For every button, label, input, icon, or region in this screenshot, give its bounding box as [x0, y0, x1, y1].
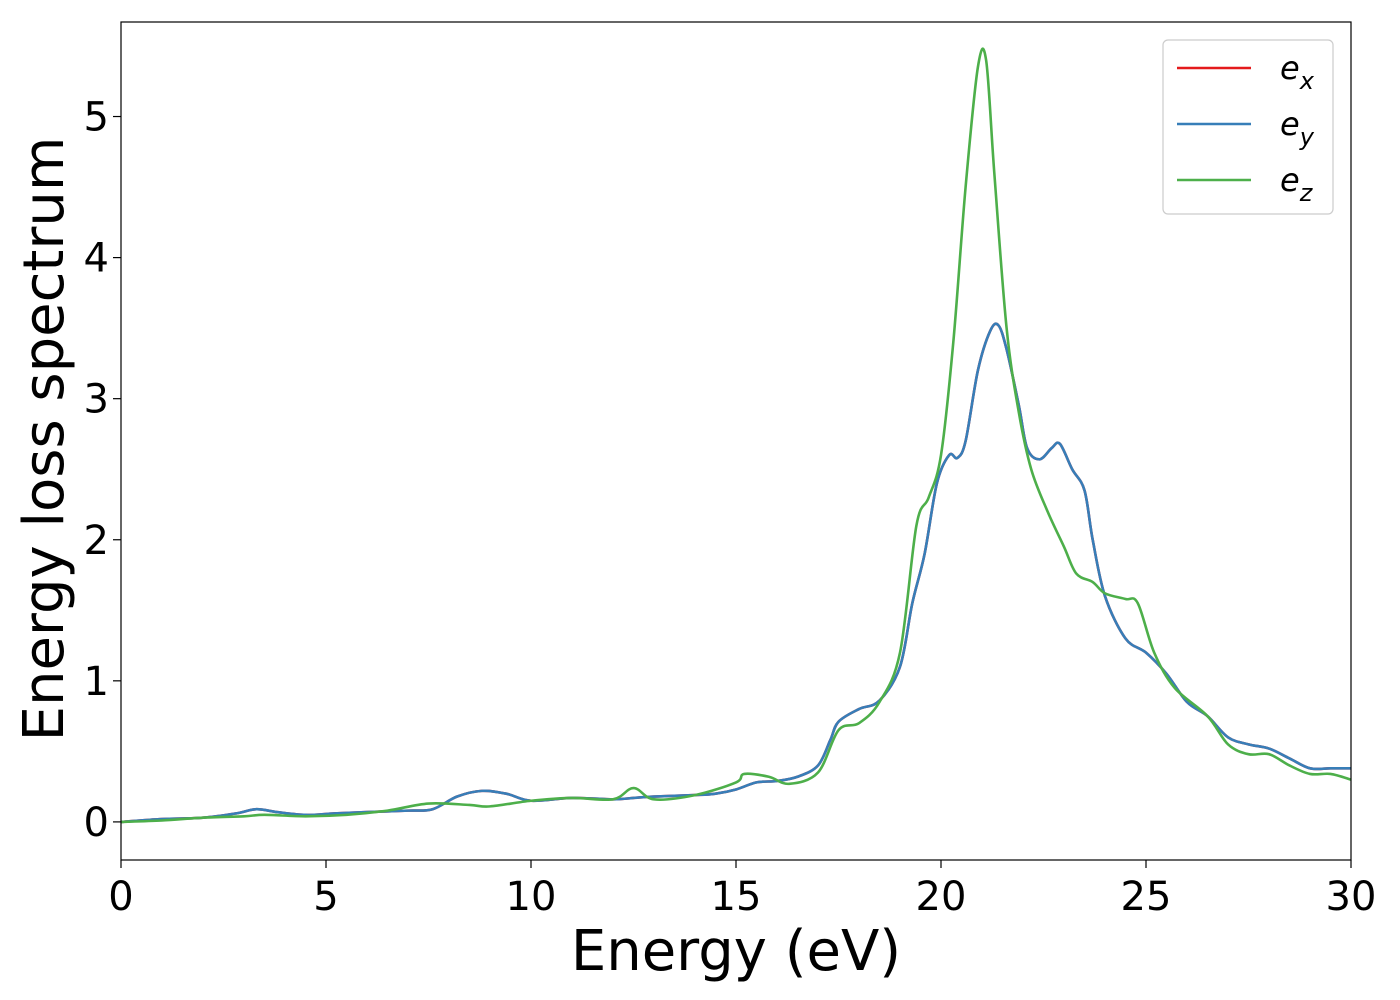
x-tick-label: 25 — [1121, 874, 1172, 920]
x-tick-label: 15 — [711, 874, 762, 920]
y-tick-label: 3 — [84, 377, 109, 423]
y-axis: 0 1 2 3 4 5 — [84, 95, 121, 846]
legend-label-e_z: ez — [1280, 161, 1314, 207]
series-line-e_z — [121, 47, 1351, 824]
x-tick-label: 0 — [108, 874, 133, 920]
y-tick-label: 2 — [84, 518, 109, 564]
x-tick-label: 5 — [313, 874, 338, 920]
series-line-e_y — [121, 322, 1351, 824]
x-tick-label: 20 — [916, 874, 967, 920]
legend: ex ey ez — [1162, 39, 1334, 215]
x-tick-label: 10 — [506, 874, 557, 920]
x-tick-label: 30 — [1326, 874, 1377, 920]
y-tick-label: 0 — [84, 800, 109, 846]
y-tick-label: 5 — [84, 95, 109, 141]
x-axis-label: Energy (eV) — [571, 919, 901, 984]
series-group — [121, 47, 1351, 824]
legend-box — [1162, 39, 1334, 215]
legend-label-e_x: ex — [1280, 49, 1315, 95]
series-line-e_x — [121, 322, 1351, 824]
y-axis-label: Energy loss spectrum — [12, 137, 77, 742]
y-tick-label: 4 — [84, 236, 109, 282]
legend-label-e_y: ey — [1280, 105, 1315, 151]
x-axis: 0 5 10 15 20 25 30 — [108, 860, 1376, 920]
y-tick-label: 1 — [84, 659, 109, 705]
